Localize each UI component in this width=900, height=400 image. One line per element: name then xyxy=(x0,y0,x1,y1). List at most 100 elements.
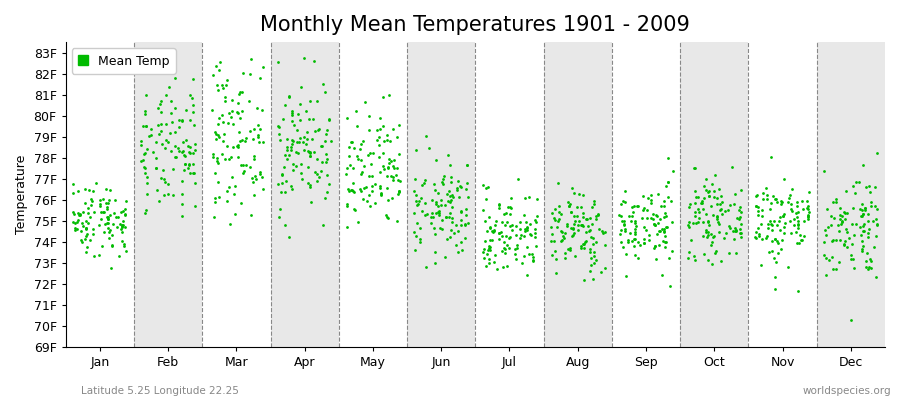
Point xyxy=(105,242,120,249)
Point xyxy=(847,232,861,238)
Point xyxy=(139,164,153,171)
Point xyxy=(703,203,717,210)
Point xyxy=(503,210,517,217)
Point xyxy=(418,200,432,206)
Point xyxy=(134,142,148,149)
Point xyxy=(614,213,628,219)
Point xyxy=(426,214,440,220)
Point xyxy=(707,250,722,257)
Point xyxy=(221,155,236,162)
Point xyxy=(695,199,709,206)
Bar xyxy=(475,42,544,347)
Point xyxy=(765,238,779,244)
Point xyxy=(308,128,322,134)
Point xyxy=(768,274,782,280)
Point xyxy=(728,250,742,256)
Point xyxy=(81,210,95,216)
Point xyxy=(774,201,788,207)
Point xyxy=(164,148,178,154)
Point xyxy=(733,204,747,210)
Point xyxy=(636,206,651,213)
Point xyxy=(319,159,333,165)
Point xyxy=(461,194,475,200)
Point xyxy=(769,196,783,202)
Point xyxy=(484,228,499,234)
Point xyxy=(256,64,270,71)
Point xyxy=(847,265,861,272)
Point xyxy=(859,205,873,211)
Point xyxy=(354,170,368,177)
Point xyxy=(773,246,788,253)
Point xyxy=(294,176,309,182)
Point xyxy=(374,192,389,198)
Point xyxy=(100,206,114,212)
Point xyxy=(230,109,244,116)
Point xyxy=(577,245,591,252)
Point xyxy=(617,228,632,234)
Point xyxy=(648,243,662,250)
Point xyxy=(210,158,224,164)
Point xyxy=(566,225,580,232)
Point xyxy=(497,239,511,246)
Point xyxy=(492,229,507,236)
Point xyxy=(154,175,168,181)
Point xyxy=(101,214,115,220)
Point xyxy=(650,231,664,238)
Point xyxy=(149,165,164,171)
Point xyxy=(212,133,226,140)
Point xyxy=(293,117,308,123)
Point xyxy=(253,171,267,177)
Point xyxy=(164,98,178,105)
Point xyxy=(719,230,733,236)
Point xyxy=(637,205,652,212)
Point xyxy=(160,191,175,197)
Point xyxy=(858,207,872,213)
Point xyxy=(114,223,129,229)
Point xyxy=(568,253,582,260)
Point xyxy=(413,239,428,245)
Point xyxy=(356,196,371,202)
Point xyxy=(791,222,806,228)
Point xyxy=(251,134,266,140)
Point xyxy=(833,216,848,222)
Point xyxy=(175,201,189,208)
Point xyxy=(138,150,152,156)
Point xyxy=(482,260,497,266)
Point xyxy=(444,197,458,204)
Point xyxy=(755,236,770,242)
Point xyxy=(767,218,781,225)
Point xyxy=(381,215,395,221)
Point xyxy=(318,89,332,95)
Point xyxy=(789,203,804,209)
Point xyxy=(642,237,656,244)
Point xyxy=(376,122,391,129)
Point xyxy=(153,101,167,108)
Point xyxy=(854,246,868,252)
Bar xyxy=(816,42,885,347)
Point xyxy=(686,219,700,226)
Point xyxy=(494,229,508,236)
Point xyxy=(233,115,248,121)
Point xyxy=(392,188,407,194)
Point xyxy=(832,258,846,265)
Point xyxy=(284,186,299,192)
Point xyxy=(362,113,376,120)
Point xyxy=(681,222,696,228)
Point xyxy=(94,216,108,222)
Point xyxy=(322,117,337,123)
Point xyxy=(158,136,173,143)
Point xyxy=(824,222,838,228)
Point xyxy=(354,156,368,163)
Point xyxy=(165,119,179,126)
Point xyxy=(728,191,742,198)
Point xyxy=(706,188,721,194)
Bar xyxy=(612,42,680,347)
Point xyxy=(722,250,736,256)
Point xyxy=(491,236,506,242)
Point xyxy=(843,256,858,262)
Point xyxy=(750,192,764,198)
Point xyxy=(85,198,99,204)
Point xyxy=(869,150,884,156)
Point xyxy=(497,244,511,251)
Point xyxy=(567,230,581,236)
